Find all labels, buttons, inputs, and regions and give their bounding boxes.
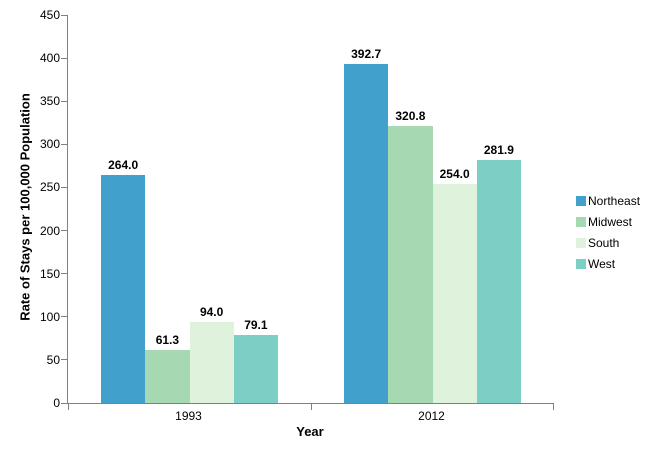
legend-item-midwest: Midwest	[576, 211, 640, 232]
category-label-1993: 1993	[175, 409, 202, 423]
bar-value-label: 61.3	[155, 333, 180, 348]
bar-midwest-1993	[145, 350, 190, 403]
y-axis-tick-label: 0	[53, 396, 60, 410]
bar-west-2012	[476, 159, 521, 403]
x-axis-title: Year	[296, 424, 324, 439]
x-axis-tick	[311, 404, 312, 410]
y-axis-title: Rate of Stays per 100,000 Population	[17, 93, 33, 321]
legend-swatch-icon	[576, 237, 586, 248]
legend: Northeast Midwest South West	[576, 190, 640, 274]
y-axis-tick-label: 350	[39, 94, 60, 109]
y-axis-tick	[61, 316, 67, 318]
y-axis-tick-label: 100	[39, 309, 60, 324]
plot-area: 0 50 100 150 200 250 300 350 400 450 264.0 61.3 94.0…	[40, 8, 554, 410]
y-axis-tick-label: 450	[39, 8, 60, 22]
y-axis-tick	[61, 100, 67, 102]
bar-value-label: 264.0	[108, 158, 139, 173]
y-axis-tick	[61, 186, 67, 188]
bar-value-label: 392.7	[351, 47, 382, 62]
x-axis-tick	[68, 404, 69, 410]
y-axis-tick-label: 400	[39, 51, 60, 66]
legend-swatch-icon	[576, 258, 586, 269]
y-axis-tick-label: 300	[39, 137, 60, 152]
y-axis-tick	[61, 143, 67, 145]
bar-value-label: 79.1	[244, 317, 268, 332]
legend-item-west: West	[576, 253, 640, 274]
legend-item-northeast: Northeast	[576, 190, 640, 211]
y-axis-tick	[61, 402, 67, 404]
legend-label: South	[588, 235, 620, 250]
legend-label: Northeast	[588, 193, 641, 208]
legend-label: Midwest	[588, 214, 633, 229]
bar-northeast-1993	[101, 175, 146, 403]
category-label-2012: 2012	[418, 409, 445, 423]
legend-label: West	[588, 256, 616, 271]
bar-west-1993	[233, 334, 278, 403]
y-axis-tick-label: 150	[39, 266, 60, 281]
y-axis-tick-label: 200	[39, 223, 60, 238]
y-axis-tick-label: 250	[39, 180, 60, 195]
legend-swatch-icon	[576, 195, 586, 206]
legend-item-south: South	[576, 232, 640, 253]
y-axis-tick-label: 50	[46, 352, 60, 367]
bar-midwest-2012	[388, 126, 433, 403]
bar-value-label: 254.0	[439, 166, 470, 181]
bar-northeast-2012	[344, 64, 389, 403]
y-axis-tick	[61, 359, 67, 361]
bar-south-2012	[432, 183, 477, 403]
x-axis-tick	[553, 404, 554, 410]
bar-value-label: 281.9	[483, 142, 514, 157]
bar-value-label: 320.8	[395, 109, 426, 124]
y-axis-tick	[61, 273, 67, 275]
y-axis-tick	[61, 14, 67, 16]
y-axis-tick	[61, 230, 67, 232]
legend-swatch-icon	[576, 216, 586, 227]
y-axis-tick	[61, 57, 67, 59]
bar-value-label: 94.0	[199, 304, 224, 319]
bar-south-1993	[189, 321, 234, 403]
